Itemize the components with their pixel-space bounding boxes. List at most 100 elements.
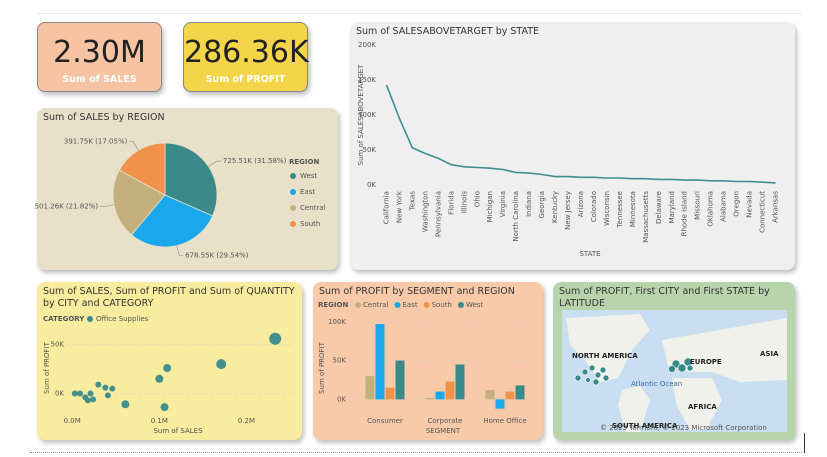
bar <box>375 324 385 400</box>
chart-title: Sum of SALES, Sum of PROFIT and Sum of Q… <box>43 286 295 309</box>
y-axis-label: Sum of PROFIT <box>43 341 51 394</box>
map-land <box>566 314 650 382</box>
x-tick-label: Washington <box>421 191 429 232</box>
x-tick-label: Home Office <box>483 417 526 425</box>
scatter-point <box>95 381 102 388</box>
x-tick-label: Colorado <box>590 191 598 222</box>
line-card[interactable]: Sum of SALESABOVETARGET by STATE <box>350 22 795 270</box>
kpi-value: 2.30M <box>53 35 146 70</box>
legend-label: East <box>300 188 315 196</box>
map-label: SOUTH AMERICA <box>612 422 678 430</box>
legend-swatch <box>394 302 401 308</box>
x-tick-label: Michigan <box>486 191 494 222</box>
legend-title: REGION <box>289 158 319 166</box>
chart-title: Sum of SALESABOVETARGET by STATE <box>356 26 540 37</box>
x-tick-label: Consumer <box>367 417 403 425</box>
chart-title: Sum of SALES by REGION <box>43 112 165 123</box>
leader-line <box>176 245 184 256</box>
y-axis-label: Sum of SALESABOVETARGET <box>357 64 365 165</box>
map-label: ASIA <box>760 350 779 358</box>
pie-slice <box>112 169 166 236</box>
x-tick-label: Wisconsin <box>603 191 611 226</box>
bottom-rule <box>30 452 802 453</box>
bar <box>505 391 515 400</box>
map-land <box>618 386 650 432</box>
legend-swatch <box>87 316 93 322</box>
scatter-point <box>77 390 84 397</box>
y-tick-label: 0K <box>367 181 376 189</box>
map-label: Atlantic Ocean <box>631 380 682 388</box>
scatter-point <box>71 390 78 397</box>
y-axis-label: Sum of PROFIT <box>318 341 326 394</box>
x-tick-label: Oklahoma <box>707 191 715 227</box>
x-tick-label: 0.2M <box>238 417 255 425</box>
map-label: EUROPE <box>690 358 722 366</box>
x-axis-label: STATE <box>579 250 600 258</box>
data-label: 725.51K (31.58%) <box>223 157 287 165</box>
y-tick-label: 100K <box>358 111 376 119</box>
x-tick-label: California <box>382 191 390 224</box>
x-tick-label: Maryland <box>668 191 676 223</box>
x-tick-label: Illinois <box>460 191 468 214</box>
kpi-card[interactable]: 2.30M Sum of SALES <box>37 22 162 92</box>
legend-title: CATEGORY <box>43 315 85 323</box>
x-tick-label: Florida <box>447 191 455 215</box>
x-tick-label: Tennessee <box>616 191 624 228</box>
bar <box>385 387 395 400</box>
bar <box>455 364 465 400</box>
map-land <box>672 378 722 430</box>
map-land <box>662 318 787 382</box>
x-tick-label: North Carolina <box>512 191 520 242</box>
scatter-point <box>121 400 130 409</box>
legend-swatch <box>355 302 361 308</box>
bar <box>515 385 525 400</box>
data-label: 678.55K (29.54%) <box>185 251 249 259</box>
scatter-point <box>160 403 169 412</box>
x-tick-label: Ohio <box>473 191 481 207</box>
x-tick-label: Georgia <box>538 191 546 218</box>
bar <box>445 381 455 400</box>
x-axis-label: Sum of SALES <box>153 427 203 435</box>
leader-line <box>129 141 139 151</box>
line <box>385 84 776 184</box>
leader-line <box>100 204 114 207</box>
x-tick-label: Texas <box>408 191 416 212</box>
map-label: AFRICA <box>688 403 717 411</box>
scatter-point <box>87 390 94 397</box>
bar <box>435 391 445 400</box>
scatter-point <box>84 397 91 404</box>
x-tick-label: Nevada <box>746 191 754 218</box>
map-bubbles <box>574 357 694 386</box>
x-tick-label: Massachusetts <box>642 191 650 243</box>
x-axis-label: SEGMENT <box>426 427 461 435</box>
x-tick-label: Pennsylvania <box>434 191 442 237</box>
kpi-card[interactable]: 286.36K Sum of PROFIT <box>183 22 309 92</box>
bar <box>395 360 405 400</box>
data-label: 391.75K (17.05%) <box>64 138 128 146</box>
legend-label: West <box>300 172 317 180</box>
scatter-point <box>155 374 164 383</box>
x-tick-label: Rhode Island <box>681 191 689 236</box>
x-tick-label: Indiana <box>525 191 533 217</box>
legend-label: Office Supplies <box>96 315 149 323</box>
y-tick-label: 150K <box>358 76 376 84</box>
x-tick-label: Missouri <box>694 191 702 220</box>
scatter-point <box>104 392 111 399</box>
scatter-card[interactable]: Sum of SALES, Sum of PROFIT and Sum of Q… <box>37 282 302 440</box>
legend-swatch <box>290 189 296 195</box>
pie-slice <box>118 142 166 196</box>
pie-slice <box>164 142 218 217</box>
chart-title: Sum of PROFIT, First CITY and First STAT… <box>559 286 770 309</box>
scatter-point <box>102 384 109 391</box>
y-tick-label: 0K <box>337 395 346 403</box>
kpi-label: Sum of PROFIT <box>205 74 286 85</box>
x-tick-label: Connecticut <box>759 191 767 233</box>
x-tick-label: Corporate <box>428 417 463 425</box>
chart-title: Sum of PROFIT by SEGMENT and REGION <box>319 286 515 297</box>
x-tick-label: 0.0M <box>64 417 81 425</box>
scatter-point <box>90 396 97 403</box>
kpi-value: 286.36K <box>184 35 309 70</box>
x-tick-label: Arkansas <box>772 191 780 223</box>
